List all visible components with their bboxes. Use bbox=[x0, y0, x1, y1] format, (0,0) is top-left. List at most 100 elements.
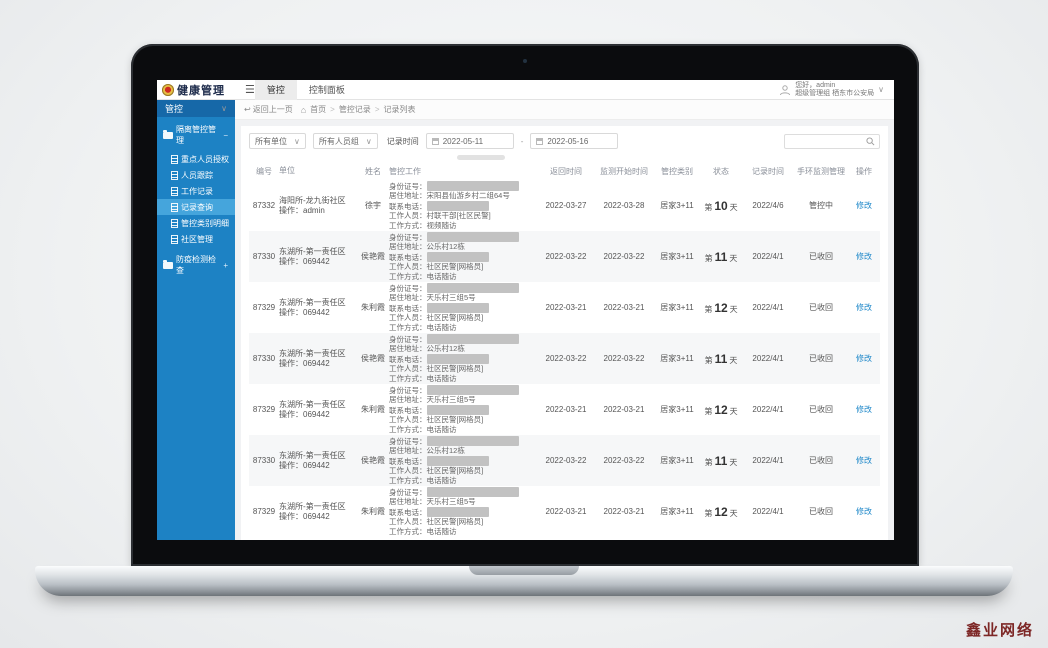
back-label: 返回上一页 bbox=[252, 105, 293, 114]
column-header: 返回时间 bbox=[550, 166, 582, 176]
row-monitor-status: 已收回 bbox=[809, 303, 833, 312]
edit-link[interactable]: 修改 bbox=[856, 507, 872, 516]
detail-label: 居住地址： bbox=[389, 293, 427, 303]
breadcrumb-item[interactable]: 首页 bbox=[310, 105, 327, 114]
detail-value: 视频随访 bbox=[426, 220, 457, 230]
edit-link[interactable]: 修改 bbox=[856, 201, 872, 210]
date-from-input[interactable]: 2022-05-11 bbox=[425, 133, 514, 149]
detail-line: 工作方式：电话随访 bbox=[389, 374, 539, 384]
tab-control[interactable]: 管控 bbox=[254, 80, 297, 100]
detail-label: 联系电话： bbox=[389, 252, 427, 262]
sidebar-item[interactable]: 人员跟踪 bbox=[157, 167, 235, 183]
detail-label: 工作人员： bbox=[389, 466, 427, 476]
sidebar-group-quarantine[interactable]: 隔离管控管理 − bbox=[157, 117, 235, 151]
unit-select[interactable]: 所有单位 ∨ bbox=[249, 133, 306, 149]
sidebar-group-label: 防疫检测检查 bbox=[176, 255, 216, 275]
row-unit: 东湖所-第一责任区 操作：069442 bbox=[279, 502, 357, 522]
detail-label: 身份证号： bbox=[389, 487, 427, 497]
row-unit: 东湖所-第一责任区 操作：069442 bbox=[279, 298, 357, 318]
detail-value: 公乐村12栋 bbox=[426, 344, 465, 354]
column-header: 编号 bbox=[256, 166, 272, 176]
detail-label: 身份证号： bbox=[389, 334, 427, 344]
detail-line: 联系电话： bbox=[389, 455, 539, 467]
hamburger-icon[interactable]: ☰ bbox=[245, 84, 255, 96]
search-input[interactable] bbox=[789, 136, 866, 146]
row-category: 居家3+11 bbox=[660, 354, 694, 363]
user-org: 超级管理组 栖东市公安局 bbox=[795, 89, 875, 97]
row-start-date: 2022-03-22 bbox=[603, 252, 645, 261]
detail-label: 联系电话： bbox=[389, 354, 427, 364]
row-id: 87330 bbox=[252, 354, 276, 363]
sidebar-group-testing[interactable]: 防疫检测检查 + bbox=[157, 247, 235, 281]
sidebar-item[interactable]: 记录查询 bbox=[157, 199, 235, 215]
unit-operator: 操作：admin bbox=[279, 205, 325, 215]
sidebar-item-label: 重点人员授权 bbox=[181, 154, 229, 164]
detail-line: 身份证号： bbox=[389, 180, 539, 192]
sidebar-root-control[interactable]: 管控 ∨ bbox=[157, 100, 235, 117]
detail-label: 工作方式： bbox=[389, 322, 427, 332]
sidebar-item-label: 工作记录 bbox=[181, 186, 213, 196]
row-work-details: 身份证号： 居住地址：公乐村12栋 联系电话： 工作人员：社区民警[网格员] 工作方式：… bbox=[389, 231, 539, 282]
day-prefix: 第 bbox=[704, 457, 713, 467]
detail-line: 身份证号： bbox=[389, 333, 539, 345]
table-body: 87332 海阳所-龙九街社区 操作：admin 徐宇 身份证号： 居住地址：宋阳县仙游乡… bbox=[249, 180, 880, 537]
row-work-details: 身份证号： 居住地址：宋阳县仙游乡村二组64号 联系电话： 工作人员：村联干部[社区民… bbox=[389, 180, 539, 231]
unit-name: 东湖所-第一责任区 bbox=[279, 399, 346, 409]
row-unit: 东湖所-第一责任区 操作：069442 bbox=[279, 400, 357, 420]
detail-line: 居住地址：天乐村三组5号 bbox=[389, 293, 539, 303]
date-to-input[interactable]: 2022-05-16 bbox=[530, 133, 619, 149]
detail-value: 宋阳县仙游乡村二组64号 bbox=[426, 191, 510, 201]
search-icon[interactable] bbox=[866, 136, 875, 146]
breadcrumb-item[interactable]: 记录列表 bbox=[383, 105, 416, 114]
detail-label: 身份证号： bbox=[389, 232, 427, 242]
edit-link[interactable]: 修改 bbox=[856, 456, 872, 465]
sidebar-item[interactable]: 社区管理 bbox=[157, 231, 235, 247]
row-day-status: 第 11 天 bbox=[699, 250, 743, 264]
row-unit: 东湖所-第一责任区 操作：069442 bbox=[279, 451, 357, 471]
detail-value: 电话随访 bbox=[426, 271, 457, 281]
tab-control-panel[interactable]: 控制面板 bbox=[308, 84, 345, 95]
redacted-value bbox=[426, 200, 489, 211]
sidebar-item[interactable]: 重点人员授权 bbox=[157, 151, 235, 167]
redacted-value bbox=[426, 435, 519, 446]
edit-link[interactable]: 修改 bbox=[856, 252, 872, 261]
row-category: 居家3+11 bbox=[660, 456, 694, 465]
detail-value: 电话随访 bbox=[426, 424, 457, 434]
row-unit: 东湖所-第一责任区 操作：069442 bbox=[279, 247, 357, 267]
sidebar-item[interactable]: 管控类别明细 bbox=[157, 215, 235, 231]
redacted-value bbox=[426, 180, 519, 191]
row-day-status: 第 12 天 bbox=[699, 505, 743, 519]
day-suffix: 天 bbox=[729, 202, 738, 212]
detail-line: 工作方式：电话随访 bbox=[389, 425, 539, 435]
user-menu[interactable]: 您好，admin 超级管理组 栖东市公安局 ∨ bbox=[779, 82, 894, 98]
detail-line: 身份证号： bbox=[389, 435, 539, 447]
edit-link[interactable]: 修改 bbox=[856, 354, 872, 363]
row-category: 居家3+11 bbox=[660, 201, 694, 210]
edit-link[interactable]: 修改 bbox=[856, 303, 872, 312]
sidebar: 管控 ∨ 隔离管控管理 − 重点人员授权人员跟踪工作记录记录查询 管控类别明细 社区… bbox=[157, 100, 235, 540]
horizontal-scrollbar-thumb[interactable] bbox=[457, 155, 505, 160]
detail-line: 居住地址：宋阳县仙游乡村二组64号 bbox=[389, 191, 539, 201]
day-number: 11 bbox=[714, 249, 728, 264]
back-link[interactable]: ↩ 返回上一页 bbox=[244, 104, 293, 115]
edit-link[interactable]: 修改 bbox=[856, 405, 872, 414]
row-return-date: 2022-03-21 bbox=[545, 507, 587, 516]
sidebar-root-label: 管控 bbox=[165, 104, 184, 114]
sidebar-item[interactable]: 工作记录 bbox=[157, 183, 235, 199]
person-group-select[interactable]: 所有人员组 ∨ bbox=[312, 133, 378, 149]
breadcrumb-trail: ⌂ 首页 > 管控记录 > 记录列表 bbox=[301, 104, 416, 115]
row-start-date: 2022-03-22 bbox=[603, 354, 645, 363]
detail-value: 社区民警[网格员] bbox=[426, 262, 484, 272]
row-person-name: 侯艳霞 bbox=[361, 456, 385, 465]
detail-value: 社区民警[网格员] bbox=[426, 415, 484, 425]
column-header: 操作 bbox=[856, 166, 872, 176]
detail-value: 社区民警[网格员] bbox=[426, 466, 484, 476]
breadcrumb-item[interactable]: 管控记录 bbox=[338, 105, 371, 114]
unit-name: 东湖所-第一责任区 bbox=[279, 501, 346, 511]
breadcrumb-separator: > bbox=[374, 105, 380, 114]
day-suffix: 天 bbox=[729, 253, 738, 263]
document-icon bbox=[171, 218, 178, 228]
row-monitor-status: 已收回 bbox=[809, 507, 833, 516]
row-category: 居家3+11 bbox=[660, 303, 694, 312]
table-row: 87329 东湖所-第一责任区 操作：069442 朱利霞 身份证号： 居住地址：天乐村三… bbox=[249, 486, 880, 537]
